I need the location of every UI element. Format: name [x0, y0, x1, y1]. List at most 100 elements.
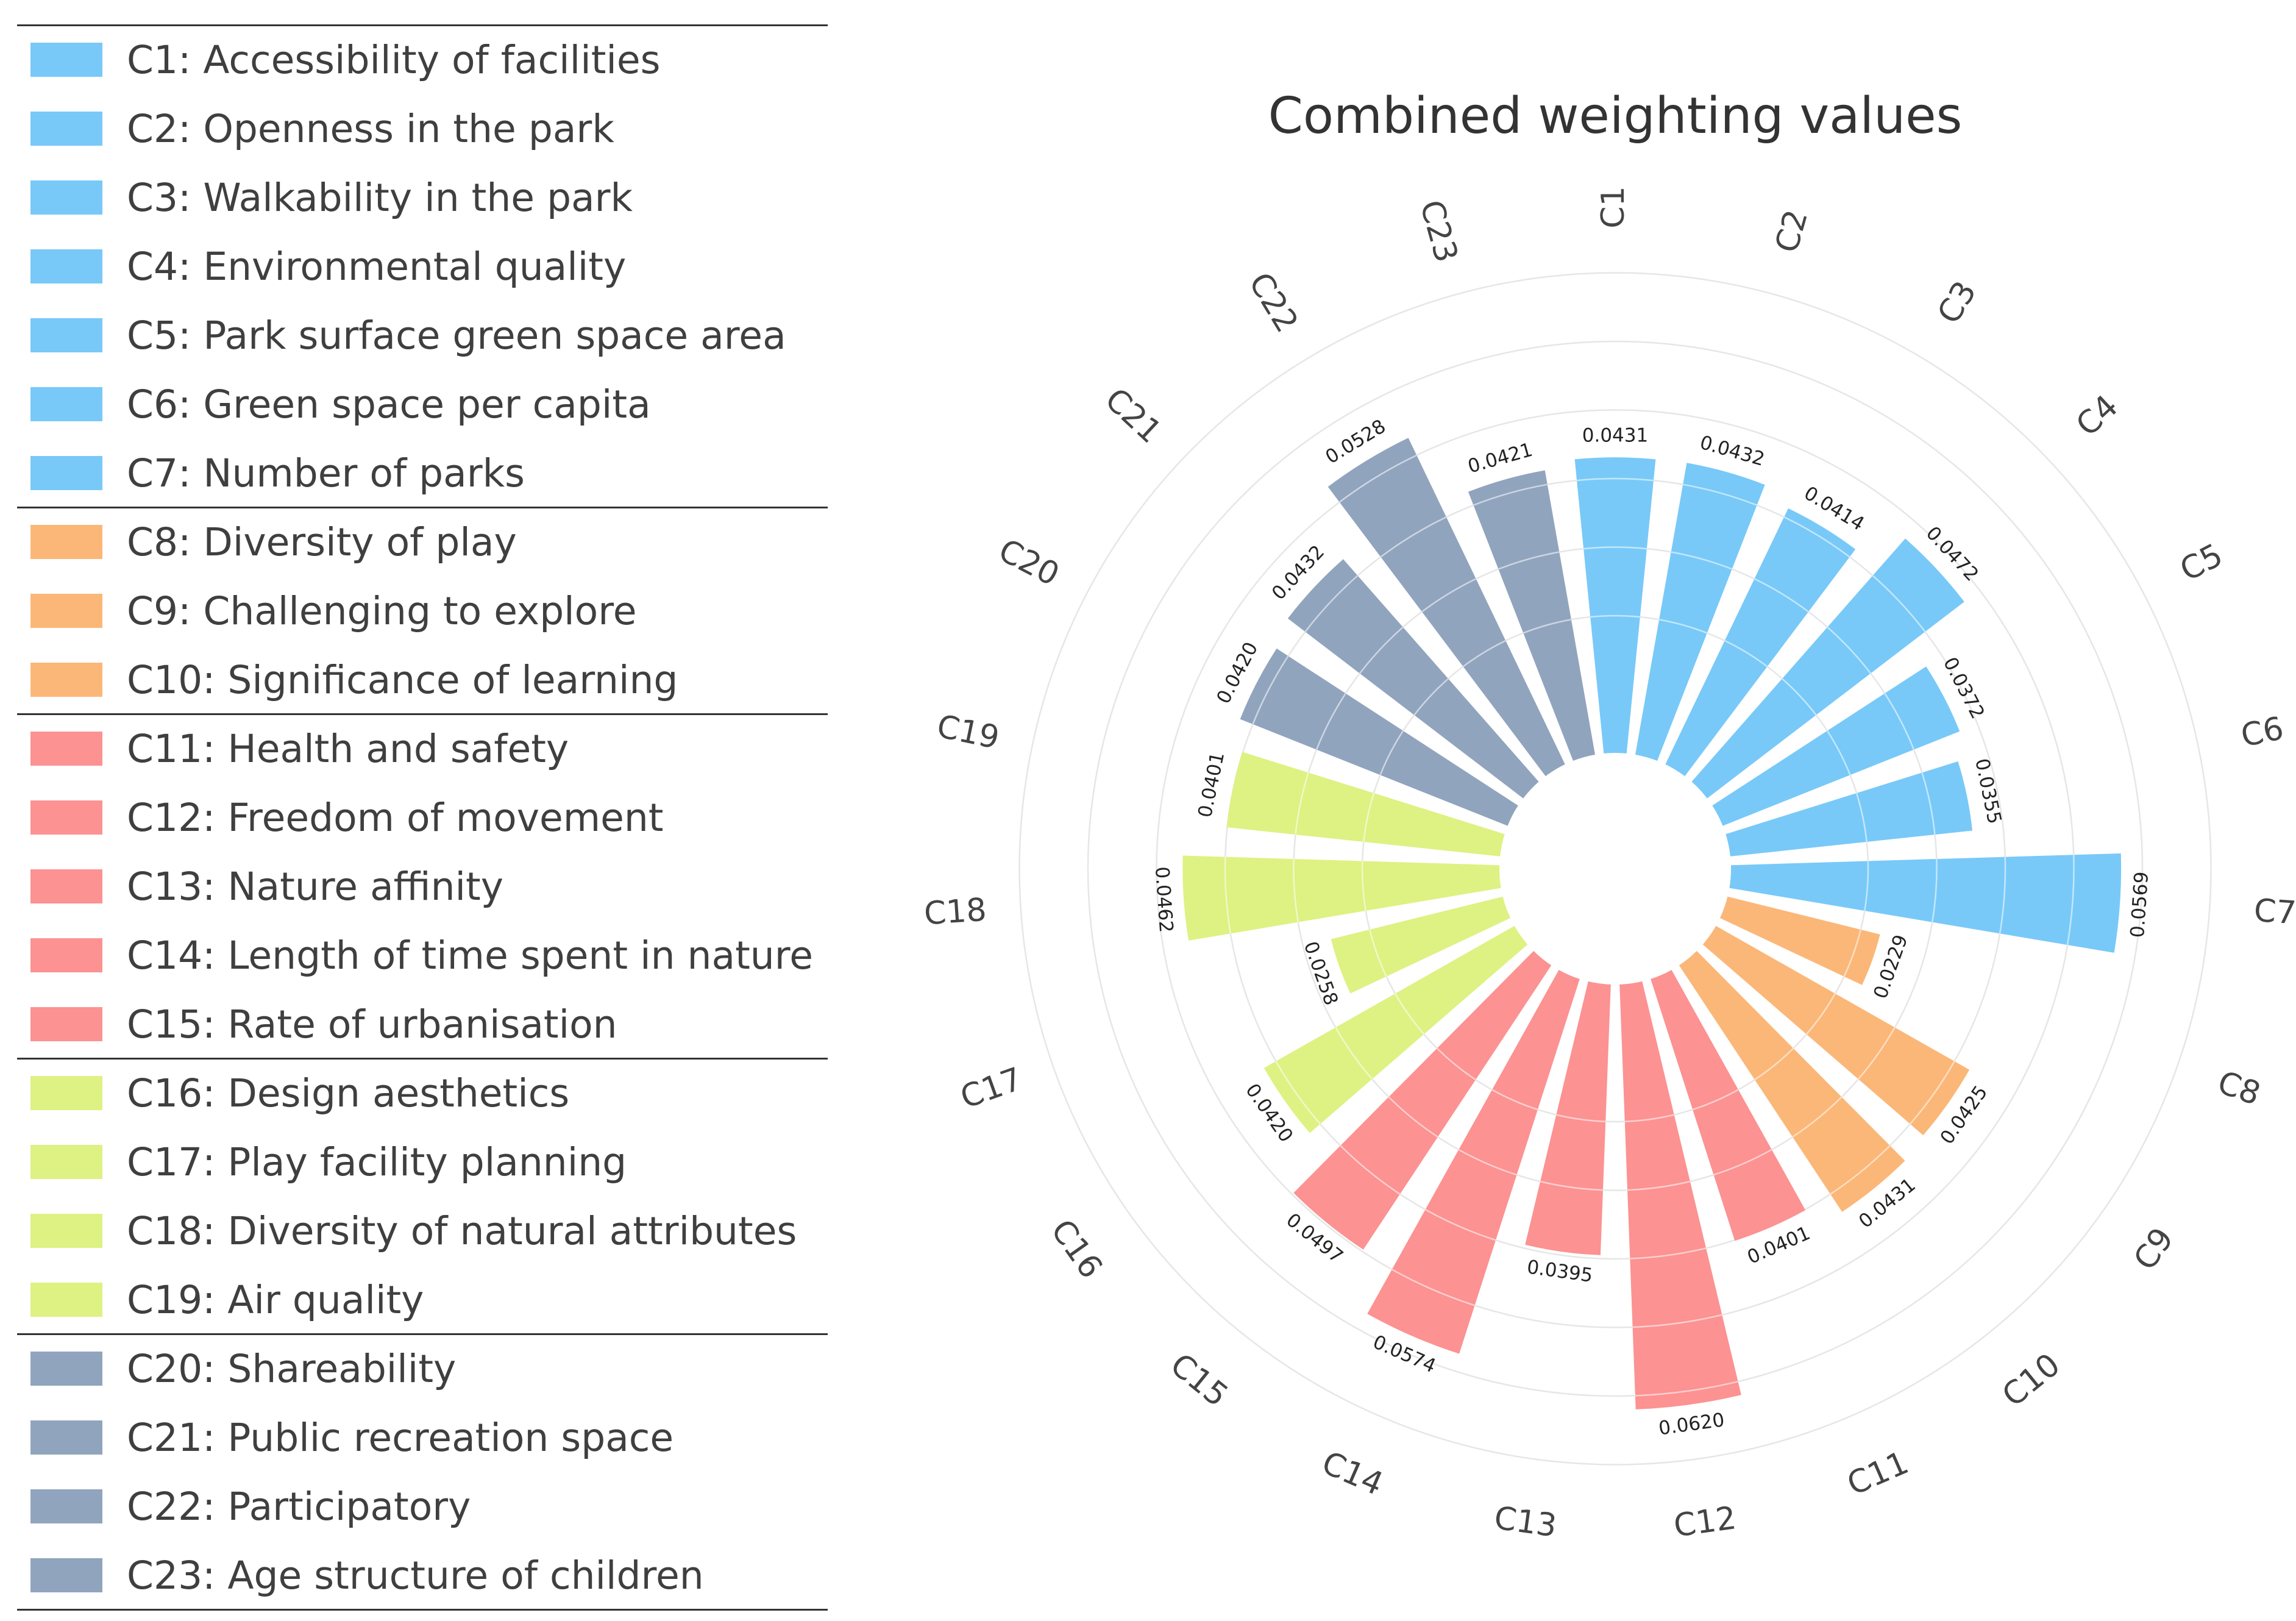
legend-swatch: [30, 456, 102, 490]
legend-swatch: [30, 387, 102, 421]
legend-item-c18: C18: Diversity of natural attributes: [30, 1206, 797, 1255]
bar-grid-arc: [1380, 516, 1447, 558]
bar-c2: [1635, 463, 1765, 761]
legend-item-c3: C3: Walkability in the park: [30, 173, 633, 222]
legend-item-c11: C11: Health and safety: [30, 724, 569, 773]
bar-grid-arc: [1635, 1380, 1738, 1397]
category-label-c22: C22: [1242, 266, 1306, 339]
bar-grid-arc: [1583, 546, 1647, 550]
bar-grid-arc: [1884, 693, 1915, 750]
bar-grid-arc: [1340, 1145, 1401, 1195]
bar-grid-arc: [1590, 615, 1640, 618]
bar-grid-arc: [1315, 693, 1346, 750]
bar-grid-arc: [1754, 578, 1809, 613]
bar-grid-arc: [1872, 575, 1926, 633]
legend-swatch: [30, 869, 102, 903]
bar-grid-arc: [1999, 857, 2006, 934]
bar-grid-arc: [1458, 1149, 1517, 1176]
value-label-c1: 0.0431: [1582, 425, 1648, 447]
legend-separator: [17, 507, 828, 508]
bar-grid-arc: [1361, 861, 1367, 911]
legend-item-c6: C6: Green space per capita: [30, 380, 651, 429]
bar-grid-arc: [1754, 1047, 1794, 1081]
bar-c21: [1287, 559, 1539, 799]
legend-label: C9: Challenging to explore: [127, 588, 637, 633]
category-label-c2: C2: [1769, 206, 1816, 257]
bar-grid-arc: [1921, 772, 1936, 835]
value-label-c7: 0.0569: [2127, 871, 2153, 939]
legend-item-c19: C19: Air quality: [30, 1275, 424, 1324]
bar-grid-arc: [1540, 1180, 1604, 1191]
bar-grid-arc: [1931, 858, 1938, 922]
legend: C1: Accessibility of facilities C2: Openn…: [0, 0, 841, 1621]
bar-grid-arc: [1627, 1180, 1691, 1191]
legend-label: C19: Air quality: [127, 1277, 424, 1322]
bar-grid-arc: [2066, 855, 2075, 946]
bar-c8: [1719, 896, 1880, 985]
legend-label: C7: Number of parks: [127, 451, 525, 496]
legend-item-c8: C8: Diversity of play: [30, 518, 517, 566]
category-label-c19: C19: [934, 708, 1003, 757]
bar-grid-arc: [1498, 551, 1560, 570]
bar-c11: [1651, 970, 1806, 1241]
legend-swatch: [30, 800, 102, 835]
bar-grid-arc: [1338, 454, 1417, 503]
legend-item-c10: C10: Significance of learning: [30, 655, 678, 704]
legend-item-c21: C21: Public recreation space: [30, 1413, 674, 1462]
bar-grid-arc: [1863, 861, 1869, 911]
legend-item-c16: C16: Design aesthetics: [30, 1069, 569, 1117]
legend-separator: [17, 713, 828, 715]
category-label-c13: C13: [1492, 1500, 1559, 1544]
legend-separator: [17, 1609, 828, 1611]
bar-c23: [1468, 470, 1595, 761]
legend-swatch: [30, 1489, 102, 1523]
category-label-c14: C14: [1317, 1445, 1388, 1503]
category-label-c12: C12: [1671, 1500, 1738, 1544]
legend-label: C21: Public recreation space: [127, 1415, 674, 1460]
legend-swatch: [30, 1145, 102, 1179]
bar-grid-arc: [1632, 1314, 1722, 1328]
bar-grid-arc: [1805, 993, 1836, 1035]
bar-grid-arc: [1855, 793, 1868, 843]
legend-label: C20: Shareability: [127, 1346, 457, 1391]
legend-item-c17: C17: Play facility planning: [30, 1138, 627, 1186]
legend-swatch: [30, 43, 102, 77]
bar-c20: [1240, 648, 1518, 826]
legend-label: C6: Green space per capita: [127, 382, 651, 427]
bar-c10: [1679, 950, 1905, 1212]
legend-item-c12: C12: Freedom of movement: [30, 793, 664, 842]
bar-grid-arc: [1424, 1209, 1496, 1241]
category-label-c4: C4: [2069, 388, 2125, 444]
legend-swatch: [30, 1007, 102, 1041]
legend-separator: [17, 1333, 828, 1335]
legend-label: C1: Accessibility of facilities: [127, 37, 661, 82]
bar-grid-arc: [1630, 1247, 1707, 1259]
bar-c9: [1702, 925, 1970, 1136]
legend-label: C14: Length of time spent in nature: [127, 933, 813, 978]
legend-item-c20: C20: Shareability: [30, 1344, 456, 1393]
bar-c7: [1729, 853, 2122, 953]
bar-grid-arc: [1275, 1061, 1321, 1125]
bar-grid-arc: [1363, 793, 1375, 843]
legend-item-c1: C1: Accessibility of facilities: [30, 35, 660, 84]
category-label-c11: C11: [1842, 1445, 1914, 1503]
bar-grid-arc: [1658, 619, 1708, 634]
bar-grid-arc: [1421, 578, 1477, 613]
legend-swatch: [30, 1214, 102, 1248]
category-label-c15: C15: [1164, 1347, 1235, 1414]
legend-label: C23: Age structure of children: [127, 1553, 704, 1598]
bar-grid-arc: [1224, 857, 1232, 934]
bar-grid-arc: [1473, 483, 1548, 506]
category-label-c20: C20: [993, 532, 1065, 593]
bar-grid-arc: [1830, 1145, 1891, 1195]
bar-grid-arc: [1391, 1269, 1475, 1306]
legend-swatch: [30, 1076, 102, 1110]
category-label-c3: C3: [1930, 275, 1983, 330]
category-label-c8: C8: [2213, 1064, 2266, 1113]
bar-grid-arc: [1682, 483, 1757, 506]
bar-grid-arc: [1295, 772, 1309, 835]
legend-swatch: [30, 180, 102, 215]
grid-ring: [1018, 272, 2212, 1466]
category-label-c18: C18: [923, 892, 987, 933]
legend-label: C16: Design aesthetics: [127, 1071, 570, 1116]
